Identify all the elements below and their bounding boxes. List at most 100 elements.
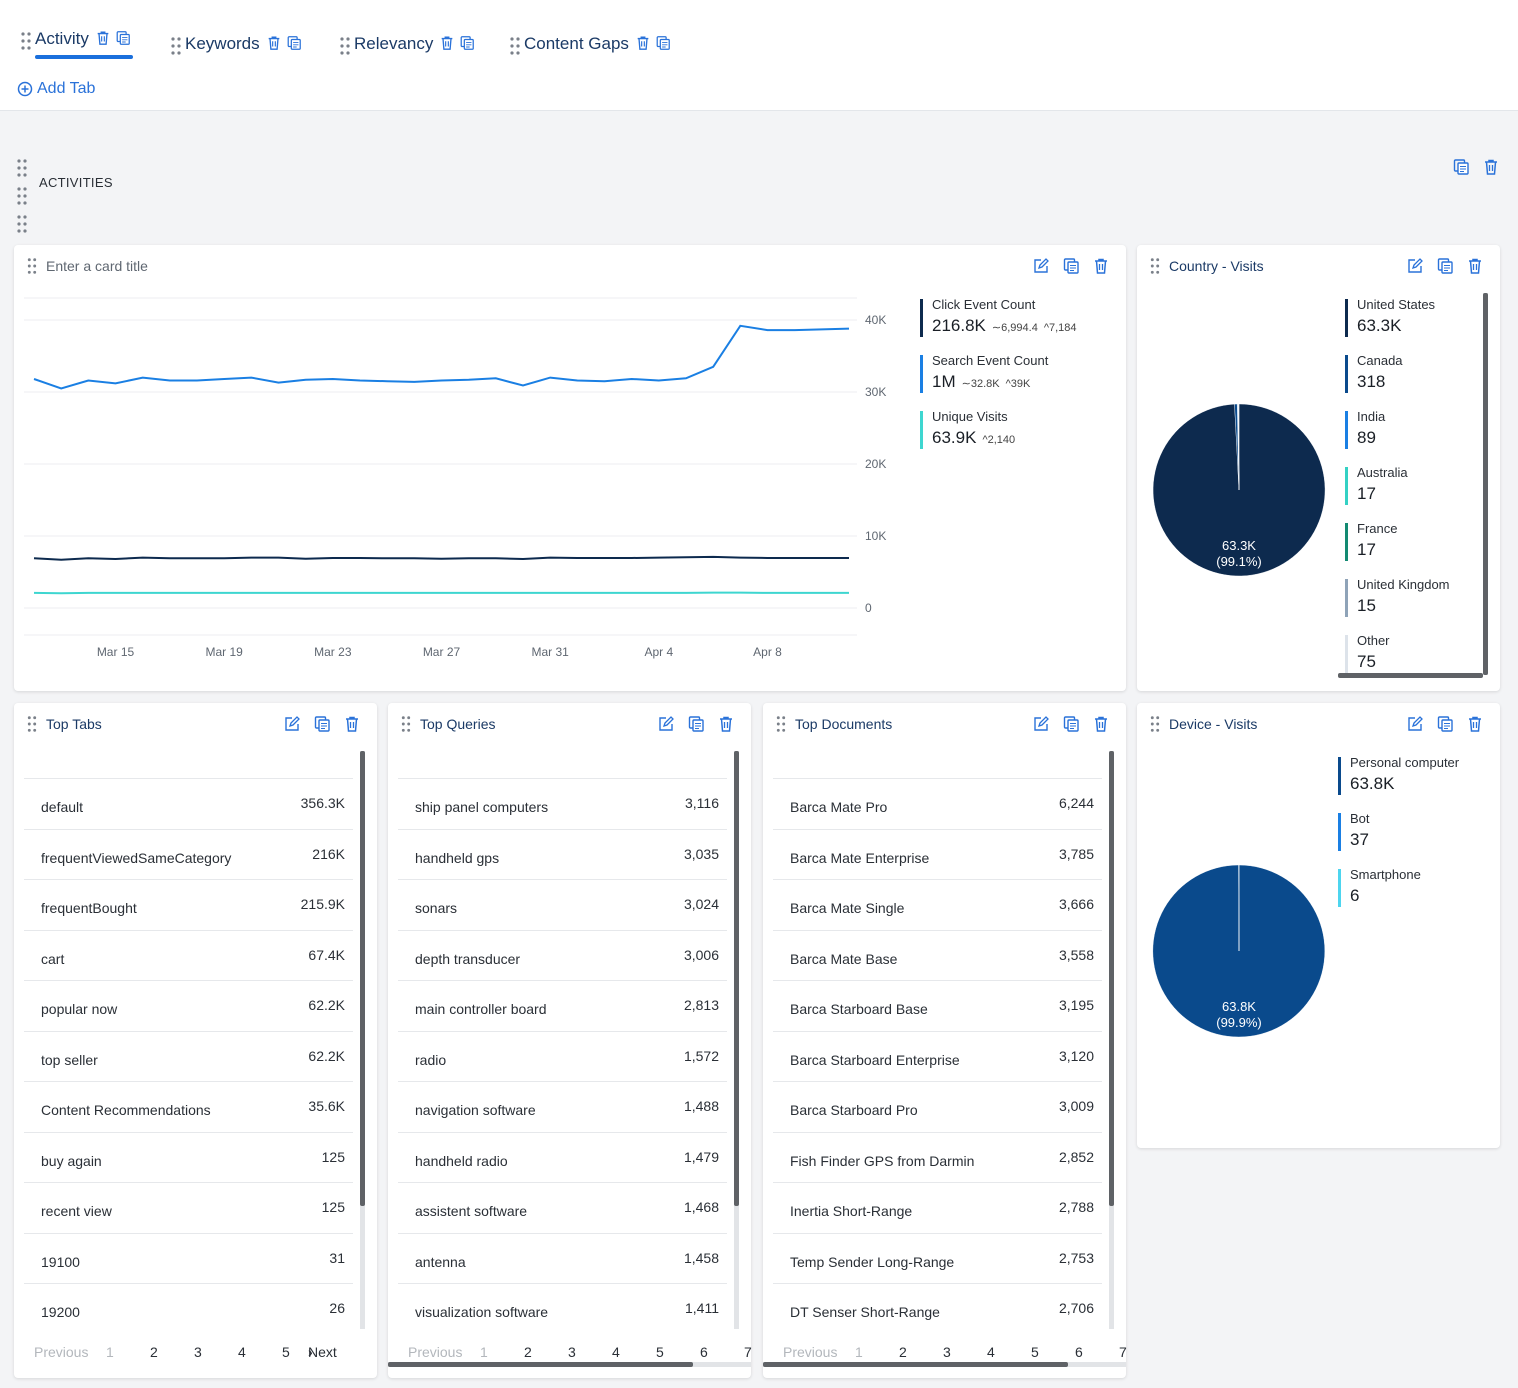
- list-row[interactable]: frequentViewedSameCategory 216K: [24, 828, 353, 880]
- pager-page-3[interactable]: 3: [568, 1344, 576, 1360]
- legend-item[interactable]: Australia 17: [1345, 465, 1408, 505]
- copy-icon[interactable]: [313, 715, 331, 733]
- drag-handle-icon[interactable]: [339, 36, 351, 56]
- legend-item[interactable]: Other 75: [1345, 633, 1390, 673]
- trash-icon[interactable]: [95, 30, 111, 46]
- list-row[interactable]: frequentBought 215.9K: [24, 879, 353, 930]
- pager-page-1[interactable]: 1: [480, 1344, 488, 1360]
- drag-handle-icon[interactable]: [1149, 715, 1161, 733]
- list-row[interactable]: radio 1,572: [398, 1030, 727, 1082]
- pager-page-6[interactable]: 6: [700, 1344, 708, 1360]
- legend-item[interactable]: India 89: [1345, 409, 1385, 449]
- list-row[interactable]: Content Recommendations 35.6K: [24, 1081, 353, 1132]
- legend-item[interactable]: United States 63.3K: [1345, 297, 1435, 337]
- pager-previous[interactable]: Previous: [408, 1344, 463, 1360]
- list-scrollbar[interactable]: [1109, 751, 1114, 1206]
- list-row[interactable]: Barca Mate Base 3,558: [773, 929, 1102, 981]
- list-row[interactable]: handheld gps 3,035: [398, 828, 727, 880]
- drag-handle-icon[interactable]: [509, 36, 521, 56]
- pager-page-1[interactable]: 1: [106, 1344, 114, 1360]
- list-row[interactable]: Temp Sender Long-Range 2,753: [773, 1232, 1102, 1284]
- list-row[interactable]: handheld radio 1,479: [398, 1131, 727, 1183]
- pager-page-5[interactable]: 5: [656, 1344, 664, 1360]
- h-scrollbar[interactable]: [388, 1362, 693, 1367]
- legend-item[interactable]: Personal computer 63.8K: [1338, 755, 1459, 795]
- list-scrollbar[interactable]: [360, 751, 365, 1206]
- list-row[interactable]: ship panel computers 3,116: [398, 778, 727, 829]
- edit-icon[interactable]: [1032, 715, 1050, 733]
- list-row[interactable]: visualization software 1,411: [398, 1283, 727, 1334]
- copy-icon[interactable]: [1452, 158, 1470, 176]
- legend-item[interactable]: France 17: [1345, 521, 1397, 561]
- tab-activity[interactable]: Activity: [20, 26, 131, 60]
- edit-icon[interactable]: [1406, 257, 1424, 275]
- drag-handle-icon[interactable]: [170, 36, 182, 56]
- copy-icon[interactable]: [286, 35, 302, 51]
- list-row[interactable]: DT Senser Short-Range 2,706: [773, 1283, 1102, 1334]
- h-scrollbar[interactable]: [763, 1362, 1068, 1367]
- pager-page-4[interactable]: 4: [987, 1344, 995, 1360]
- legend-item[interactable]: Bot 37: [1338, 811, 1370, 851]
- list-row[interactable]: antenna 1,458: [398, 1232, 727, 1284]
- trash-icon[interactable]: [1092, 257, 1110, 275]
- legend-item[interactable]: Smartphone 6: [1338, 867, 1421, 907]
- copy-icon[interactable]: [1436, 257, 1454, 275]
- list-row[interactable]: navigation software 1,488: [398, 1081, 727, 1132]
- trash-icon[interactable]: [343, 715, 361, 733]
- edit-icon[interactable]: [657, 715, 675, 733]
- legend-item[interactable]: United Kingdom 15: [1345, 577, 1450, 617]
- pager-page-4[interactable]: 4: [612, 1344, 620, 1360]
- pager-page-2[interactable]: 2: [524, 1344, 532, 1360]
- list-row[interactable]: sonars 3,024: [398, 879, 727, 930]
- pager-page-7[interactable]: 7: [744, 1344, 752, 1360]
- pager-previous[interactable]: Previous: [34, 1344, 89, 1360]
- list-scrollbar[interactable]: [734, 751, 739, 1206]
- drag-handle-icon[interactable]: [26, 715, 38, 733]
- pager-page-2[interactable]: 2: [150, 1344, 158, 1360]
- copy-icon[interactable]: [459, 35, 475, 51]
- list-row[interactable]: Barca Starboard Enterprise 3,120: [773, 1030, 1102, 1082]
- list-row[interactable]: buy again 125: [24, 1131, 353, 1183]
- list-row[interactable]: 19100 31: [24, 1232, 353, 1284]
- list-row[interactable]: Barca Mate Enterprise 3,785: [773, 828, 1102, 880]
- edit-icon[interactable]: [283, 715, 301, 733]
- list-row[interactable]: depth transducer 3,006: [398, 929, 727, 981]
- edit-icon[interactable]: [1406, 715, 1424, 733]
- pager-page-4[interactable]: 4: [238, 1344, 246, 1360]
- pager-page-1[interactable]: 1: [855, 1344, 863, 1360]
- pager-previous[interactable]: Previous: [783, 1344, 838, 1360]
- pager-page-7[interactable]: 7: [1119, 1344, 1127, 1360]
- copy-icon[interactable]: [115, 30, 131, 46]
- series-line-unique-visits[interactable]: [33, 591, 849, 595]
- list-row[interactable]: assistent software 1,468: [398, 1182, 727, 1233]
- pager-page-5[interactable]: 5: [1031, 1344, 1039, 1360]
- list-row[interactable]: top seller 62.2K: [24, 1030, 353, 1082]
- trash-icon[interactable]: [1482, 158, 1500, 176]
- section-drag-handle-icon[interactable]: [16, 158, 28, 236]
- series-line-search-event-count[interactable]: [33, 324, 850, 390]
- list-row[interactable]: Barca Starboard Pro 3,009: [773, 1081, 1102, 1132]
- drag-handle-icon[interactable]: [775, 715, 787, 733]
- list-row[interactable]: Barca Mate Pro 6,244: [773, 778, 1102, 829]
- list-row[interactable]: main controller board 2,813: [398, 980, 727, 1031]
- drag-handle-icon[interactable]: [20, 31, 32, 51]
- pager-page-2[interactable]: 2: [899, 1344, 907, 1360]
- card-title-input[interactable]: Enter a card title: [46, 258, 148, 274]
- trash-icon[interactable]: [1466, 257, 1484, 275]
- list-row[interactable]: Barca Starboard Base 3,195: [773, 980, 1102, 1031]
- legend-scrollbar[interactable]: [1483, 293, 1488, 675]
- list-row[interactable]: Fish Finder GPS from Darmin 2,852: [773, 1131, 1102, 1183]
- list-row[interactable]: Inertia Short-Range 2,788: [773, 1182, 1102, 1233]
- pager-page-3[interactable]: 3: [943, 1344, 951, 1360]
- add-tab-button[interactable]: Add Tab: [17, 80, 95, 98]
- trash-icon[interactable]: [717, 715, 735, 733]
- copy-icon[interactable]: [687, 715, 705, 733]
- edit-icon[interactable]: [1032, 257, 1050, 275]
- list-row[interactable]: cart 67.4K: [24, 929, 353, 981]
- pie-slice-other[interactable]: [1238, 403, 1240, 491]
- tab-content-gaps[interactable]: Content Gaps: [509, 31, 671, 65]
- copy-icon[interactable]: [655, 35, 671, 51]
- pager-page-3[interactable]: 3: [194, 1344, 202, 1360]
- list-row[interactable]: popular now 62.2K: [24, 980, 353, 1031]
- list-row[interactable]: Barca Mate Single 3,666: [773, 879, 1102, 930]
